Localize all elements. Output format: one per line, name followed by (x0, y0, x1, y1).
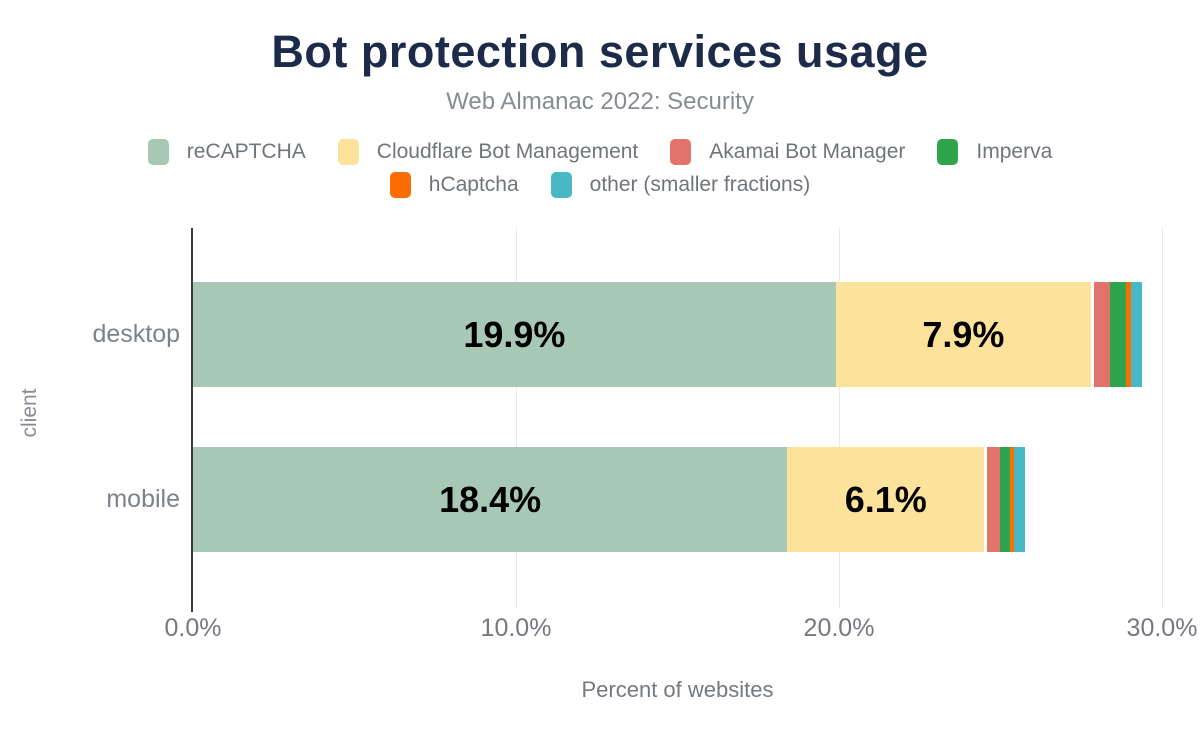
category-label-desktop: desktop (92, 320, 180, 348)
chart-title: Bot protection services usage (271, 26, 929, 77)
x-tick-label-30: 30.0% (1126, 614, 1198, 642)
bar-segment-desktop-3 (1090, 282, 1111, 387)
data-label-mobile-2: 6.1% (844, 478, 927, 520)
y-axis-title: client (18, 388, 41, 438)
x-tick-label-10: 10.0% (480, 614, 552, 642)
legend-item-other-smaller-fractions: other (smaller fractions) (550, 172, 811, 198)
gridline-20 (838, 228, 840, 608)
x-axis-zero-tick (191, 598, 193, 612)
legend-swatch-icon (147, 139, 169, 165)
gridline-10 (515, 228, 517, 608)
legend-swatch-icon (389, 172, 411, 198)
bar-segment-mobile-3 (984, 447, 1001, 552)
bar-segment-mobile-6 (1014, 447, 1026, 552)
category-label-mobile: mobile (106, 485, 180, 513)
legend-swatch-icon (550, 172, 572, 198)
legend-item-hcaptcha: hCaptcha (389, 172, 519, 198)
legend-row-1: reCAPTCHA Cloudflare Bot Management Akamai… (147, 139, 1052, 165)
legend-swatch-icon (937, 139, 959, 165)
chart-subtitle: Web Almanac 2022: Security (446, 88, 754, 115)
legend-item-recaptcha: reCAPTCHA (147, 139, 306, 165)
x-axis-title: Percent of websites (581, 677, 774, 702)
y-axis-line (191, 228, 193, 598)
legend-swatch-icon (337, 139, 359, 165)
legend-label: hCaptcha (428, 173, 519, 196)
x-tick-label-0: 0.0% (164, 614, 222, 642)
legend-label: Imperva (976, 140, 1053, 163)
data-label-desktop-1: 19.9% (463, 313, 566, 355)
legend-item-imperva: Imperva (937, 139, 1052, 165)
bar-segment-mobile-5 (1010, 447, 1015, 552)
gridline-30 (1161, 228, 1163, 608)
legend-label: Cloudflare Bot Management (376, 140, 639, 163)
data-label-mobile-1: 18.4% (439, 478, 542, 520)
bar-segment-mobile-2: 6.1% (787, 447, 985, 552)
legend-label: other (smaller fractions) (589, 173, 811, 196)
legend-label: Akamai Bot Manager (709, 140, 906, 163)
legend-label: reCAPTCHA (186, 140, 306, 163)
bar-segment-desktop-5 (1126, 282, 1131, 387)
bar-desktop: 19.9% 7.9% (193, 282, 1142, 387)
legend-swatch-icon (670, 139, 692, 165)
bar-segment-desktop-1: 19.9% (193, 282, 836, 387)
bar-segment-mobile-4 (1000, 447, 1011, 552)
legend-item-akamai-bot-manager: Akamai Bot Manager (670, 139, 905, 165)
x-tick-label-20: 20.0% (803, 614, 875, 642)
bar-segment-desktop-6 (1130, 282, 1142, 387)
data-label-desktop-2: 7.9% (922, 313, 1005, 355)
legend-item-cloudflare-bot-management: Cloudflare Bot Management (337, 139, 639, 165)
legend-row-2: hCaptcha other (smaller fractions) (389, 172, 811, 198)
legend: reCAPTCHA Cloudflare Bot Management Akamai… (0, 139, 1200, 198)
bar-mobile: 18.4% 6.1% (193, 447, 1026, 552)
bar-segment-desktop-4 (1110, 282, 1127, 387)
bar-segment-desktop-2: 7.9% (835, 282, 1091, 387)
bar-segment-mobile-1: 18.4% (193, 447, 788, 552)
